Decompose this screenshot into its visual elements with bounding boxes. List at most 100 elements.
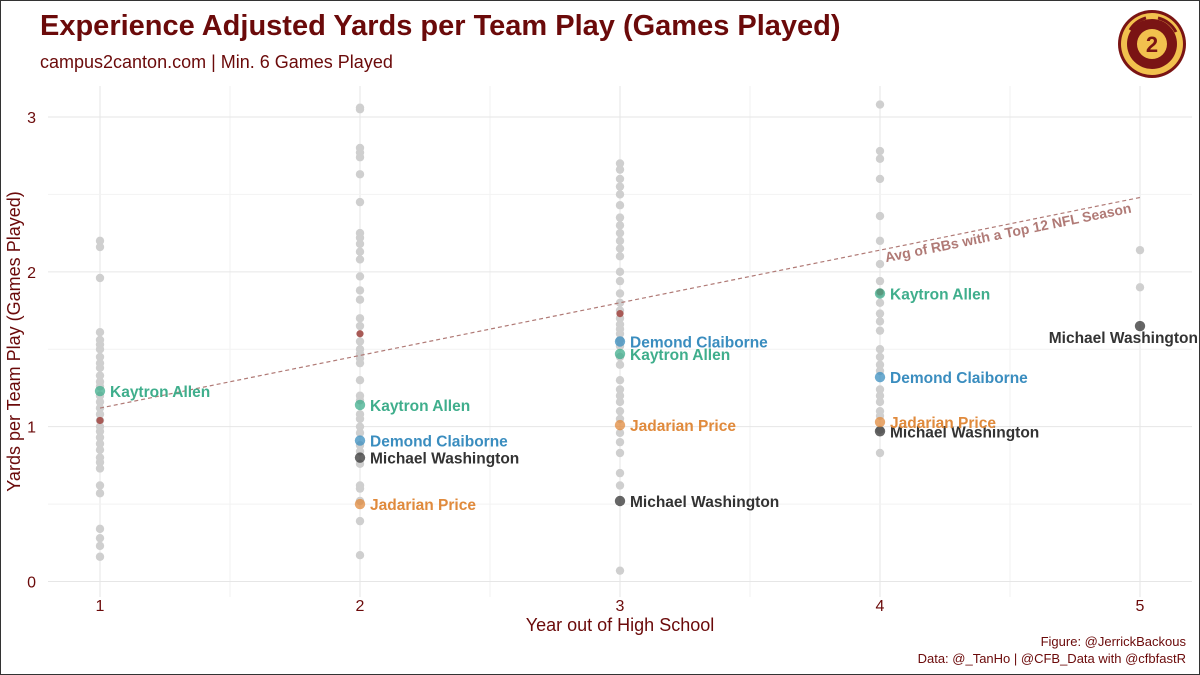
background-point	[615, 267, 625, 277]
background-point	[355, 272, 365, 281]
player-point-label: Michael Washington	[370, 451, 519, 468]
x-tick-label: 2	[356, 598, 365, 615]
player-point-label: Jadarian Price	[890, 415, 996, 432]
background-point	[875, 236, 885, 246]
y-tick-label: 1	[27, 420, 36, 437]
background-point	[615, 468, 625, 478]
trend-line-label: Avg of RBs with a Top 12 NFL Season	[883, 200, 1132, 265]
y-axis-title: Yards per Team Play (Games Played)	[4, 191, 24, 491]
background-point	[615, 276, 625, 286]
y-tick-labels: 0 1 2 3	[27, 110, 36, 592]
x-tick-label: 3	[616, 598, 625, 615]
player-point-label: Kaytron Allen	[630, 347, 730, 364]
background-point	[615, 566, 625, 575]
player-point	[354, 399, 366, 411]
background-point	[615, 385, 625, 394]
background-point	[875, 174, 885, 184]
player-point-label: Demond Claiborne	[890, 370, 1028, 387]
background-point	[875, 317, 885, 326]
x-tick-label: 4	[876, 598, 885, 615]
background-point	[875, 360, 885, 369]
player-point-label: Demond Claiborne	[630, 335, 768, 352]
player-point	[874, 371, 886, 383]
background-point	[95, 541, 105, 551]
background-point	[875, 298, 885, 307]
background-point	[95, 236, 105, 246]
background-point	[615, 391, 625, 400]
background-point	[875, 326, 885, 335]
background-point	[95, 458, 105, 467]
background-point	[355, 247, 365, 256]
background-point	[615, 298, 625, 307]
background-point	[615, 329, 625, 338]
campus2canton-logo: 2	[1116, 8, 1188, 80]
background-point	[95, 481, 105, 490]
x-tick-label: 5	[1136, 598, 1145, 615]
background-point	[355, 422, 365, 431]
player-point	[354, 435, 366, 446]
background-point	[615, 406, 625, 416]
background-point	[355, 314, 365, 323]
background-point	[95, 371, 105, 380]
trend-line	[99, 196, 1141, 409]
chart-title: Experience Adjusted Yards per Team Play …	[40, 10, 841, 42]
svg-text:2: 2	[1146, 32, 1158, 57]
x-tick-label: 1	[96, 598, 105, 615]
background-point	[355, 197, 365, 207]
background-point	[875, 352, 885, 362]
background-point	[95, 273, 105, 283]
background-point	[355, 550, 365, 560]
player-point	[94, 385, 106, 397]
y-tick-label: 3	[27, 110, 36, 127]
background-point	[355, 414, 365, 424]
average-point	[96, 416, 104, 425]
background-point	[95, 464, 105, 473]
background-point	[355, 233, 365, 242]
background-point	[875, 154, 885, 163]
background-point	[95, 397, 105, 407]
player-point-label: Jadarian Price	[370, 497, 476, 514]
background-point	[95, 433, 105, 442]
background-point	[875, 100, 885, 109]
background-point	[875, 276, 885, 286]
player-point-label: Michael Washington	[890, 424, 1039, 441]
background-point	[875, 385, 885, 394]
background-point	[615, 437, 625, 447]
background-point	[355, 105, 365, 114]
player-point	[614, 495, 626, 507]
background-point	[1135, 245, 1145, 255]
background-point	[615, 244, 625, 253]
background-point	[615, 221, 625, 230]
background-point	[615, 159, 625, 168]
background-point	[615, 213, 625, 222]
background-point	[615, 360, 625, 369]
background-point	[95, 489, 105, 498]
background-point	[875, 309, 885, 318]
background-point	[615, 174, 625, 184]
background-point	[875, 211, 885, 221]
player-series: Kaytron Allen Kaytron Allen Kaytron Allen K…	[94, 286, 1198, 514]
background-point	[355, 358, 365, 368]
background-point	[355, 239, 365, 249]
background-point	[615, 397, 625, 407]
background-point	[875, 146, 885, 156]
player-point	[874, 426, 886, 437]
average-point	[616, 310, 624, 318]
background-point	[875, 448, 885, 458]
background-point	[615, 182, 625, 191]
x-tick-labels: 1 2 3 4 5	[96, 598, 1145, 615]
caption-figure-credit: Figure: @JerrickBackous	[1040, 634, 1186, 649]
background-point	[355, 376, 365, 385]
background-point	[615, 228, 625, 238]
background-point	[95, 445, 105, 455]
background-point	[95, 552, 105, 561]
player-point	[354, 498, 366, 510]
chart-caption: Figure: @JerrickBackous Data: @_TanHo | …	[918, 633, 1186, 667]
background-point	[615, 289, 625, 298]
background-point	[95, 352, 105, 362]
background-point	[355, 170, 365, 179]
caption-data-credit: Data: @_TanHo | @CFB_Data with @cfbfastR	[917, 651, 1186, 666]
background-point	[355, 286, 365, 295]
player-point-label: Michael Washington	[1049, 330, 1198, 347]
player-point	[614, 419, 626, 431]
